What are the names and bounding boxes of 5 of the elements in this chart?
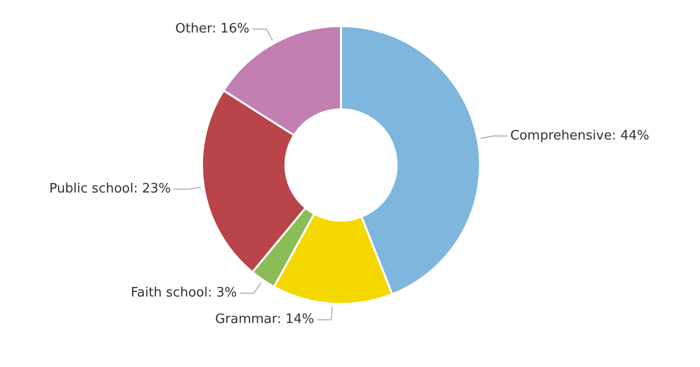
slice-label: Faith school: 3% [130, 286, 237, 301]
slice-label: Grammar: 14% [215, 312, 314, 328]
slice-label: Public school: 23% [49, 182, 171, 197]
slice-label: Comprehensive: 44% [510, 128, 650, 144]
slice-label: Other: 16% [175, 22, 250, 37]
